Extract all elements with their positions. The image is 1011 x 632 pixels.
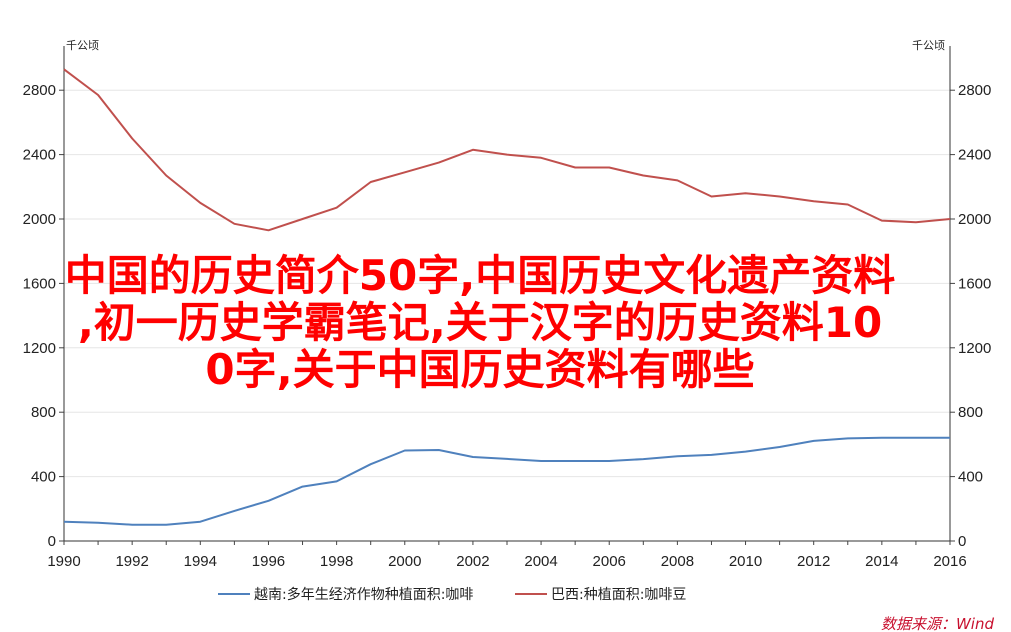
series-line-1 bbox=[63, 436, 950, 526]
series-line-2 bbox=[63, 68, 951, 232]
ytick-right-label: 2800 bbox=[958, 82, 991, 99]
source-label: 数据来源：Wind bbox=[881, 615, 995, 632]
legend: 越南:多年生经济作物种植面积:咖啡 巴西:种植面积:咖啡豆 bbox=[218, 586, 686, 603]
xtick-label: 2014 bbox=[865, 553, 898, 570]
xtick-label: 1996 bbox=[252, 553, 285, 570]
xtick-label: 2000 bbox=[388, 553, 421, 570]
ytick-left-label: 1600 bbox=[23, 275, 56, 292]
legend-label-2: 巴西:种植面积:咖啡豆 bbox=[551, 587, 686, 603]
ytick-right-label: 1200 bbox=[958, 340, 991, 357]
axes bbox=[59, 46, 955, 545]
xtick-label: 1992 bbox=[115, 553, 148, 570]
xtick-label: 2002 bbox=[456, 553, 489, 570]
ytick-left-label: 2000 bbox=[23, 211, 56, 228]
overlay-line-3: 0字,关于中国历史资料有哪些 bbox=[205, 345, 755, 394]
ytick-right-label: 400 bbox=[958, 469, 983, 486]
legend-label-1: 越南:多年生经济作物种植面积:咖啡 bbox=[254, 586, 473, 603]
xtick-label: 2006 bbox=[593, 553, 626, 570]
ytick-left-label: 400 bbox=[31, 469, 56, 486]
ytick-left-label: 2400 bbox=[23, 147, 56, 164]
xtick-label: 2010 bbox=[729, 553, 762, 570]
ytick-right-label: 2000 bbox=[958, 211, 991, 228]
overlay-line-1: 中国的历史简介50字,中国历史文化遗产资料 bbox=[64, 251, 896, 300]
ytick-right-label: 2400 bbox=[958, 147, 991, 164]
ytick-left-label: 800 bbox=[31, 404, 56, 421]
ytick-left-label: 0 bbox=[48, 533, 56, 550]
xtick-label: 2016 bbox=[933, 553, 966, 570]
overlay-title: 中国的历史简介50字,中国历史文化遗产资料 ,初一历史学霸笔记,关于汉字的历史资… bbox=[10, 252, 950, 393]
right-axis-unit: 千公顷 bbox=[912, 39, 945, 52]
ytick-right-label: 1600 bbox=[958, 275, 991, 292]
left-axis-unit: 千公顷 bbox=[66, 39, 99, 52]
xtick-label: 2012 bbox=[797, 553, 830, 570]
ytick-right-label: 0 bbox=[958, 533, 966, 550]
series-lines bbox=[63, 68, 951, 526]
xtick-label: 1998 bbox=[320, 553, 353, 570]
ytick-left-label: 1200 bbox=[23, 340, 56, 357]
xtick-label: 1990 bbox=[47, 553, 80, 570]
xtick-label: 2008 bbox=[661, 553, 694, 570]
ytick-right-label: 800 bbox=[958, 404, 983, 421]
overlay-line-2: ,初一历史学霸笔记,关于汉字的历史资料10 bbox=[77, 298, 883, 347]
xtick-label: 2004 bbox=[524, 553, 557, 570]
xtick-label: 1994 bbox=[184, 553, 217, 570]
ytick-left-label: 2800 bbox=[23, 82, 56, 99]
tick-labels: 0 0 400 400 800 800 1200 1200 1600 1600 2000 2000 24… bbox=[23, 82, 992, 570]
